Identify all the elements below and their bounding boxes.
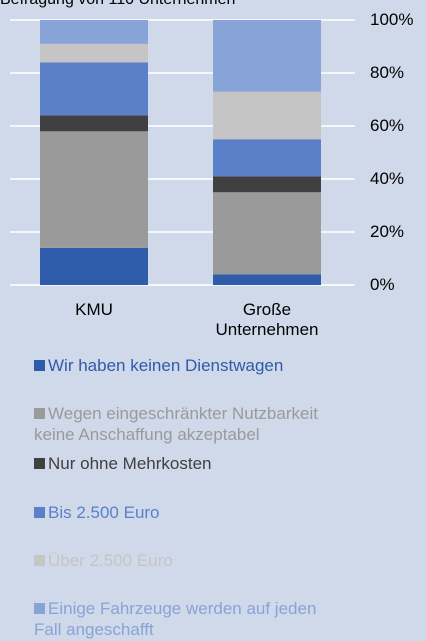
y-tick-label: 80% <box>370 63 405 82</box>
bar-segment <box>213 274 321 285</box>
y-tick-label: 40% <box>370 169 405 188</box>
legend-item: Wir haben keinen Dienstwagen <box>34 355 334 376</box>
legend-label: Einige Fahrzeuge werden auf jeden Fall a… <box>34 599 317 639</box>
y-tick-label: 20% <box>370 222 405 241</box>
y-tick-label: 0% <box>370 275 395 294</box>
legend-label: Nur ohne Mehrkosten <box>48 454 212 473</box>
legend-label: Bis 2.500 Euro <box>48 503 160 522</box>
bar-segment <box>213 192 321 275</box>
bar-segment <box>40 43 148 63</box>
legend-swatch <box>34 507 45 518</box>
x-tick-label: Große Unternehmen <box>215 300 319 339</box>
legend-label: Wir haben keinen Dienstwagen <box>48 356 284 375</box>
bar-segment <box>40 62 148 116</box>
legend-swatch <box>34 555 45 566</box>
legend-swatch <box>34 603 45 614</box>
legend-label: Über 2.500 Euro <box>48 551 173 570</box>
bar-segment <box>40 131 148 248</box>
bar-segment <box>213 139 321 177</box>
bar-segment <box>213 91 321 140</box>
legend-item: Über 2.500 Euro <box>34 550 334 571</box>
y-tick-label: 100% <box>370 10 414 29</box>
legend-swatch <box>34 408 45 419</box>
bar-segment <box>213 176 321 193</box>
bar-segment <box>40 115 148 132</box>
bar-segment <box>40 20 148 44</box>
bar-segment <box>213 20 321 92</box>
chart-subtitle: Befragung von 110 Unternehmen <box>0 0 235 9</box>
x-tick-label: KMU <box>75 300 113 319</box>
legend-swatch <box>34 360 45 371</box>
legend-item: Wegen eingeschränkter Nutzbarkeit keine … <box>34 403 334 445</box>
legend-item: Nur ohne Mehrkosten <box>34 453 334 474</box>
legend-item: Einige Fahrzeuge werden auf jeden Fall a… <box>34 598 334 640</box>
legend-label: Wegen eingeschränkter Nutzbarkeit keine … <box>34 404 318 444</box>
y-tick-label: 60% <box>370 116 405 135</box>
legend-item: Bis 2.500 Euro <box>34 502 334 523</box>
legend-swatch <box>34 458 45 469</box>
bar-segment <box>40 247 148 285</box>
